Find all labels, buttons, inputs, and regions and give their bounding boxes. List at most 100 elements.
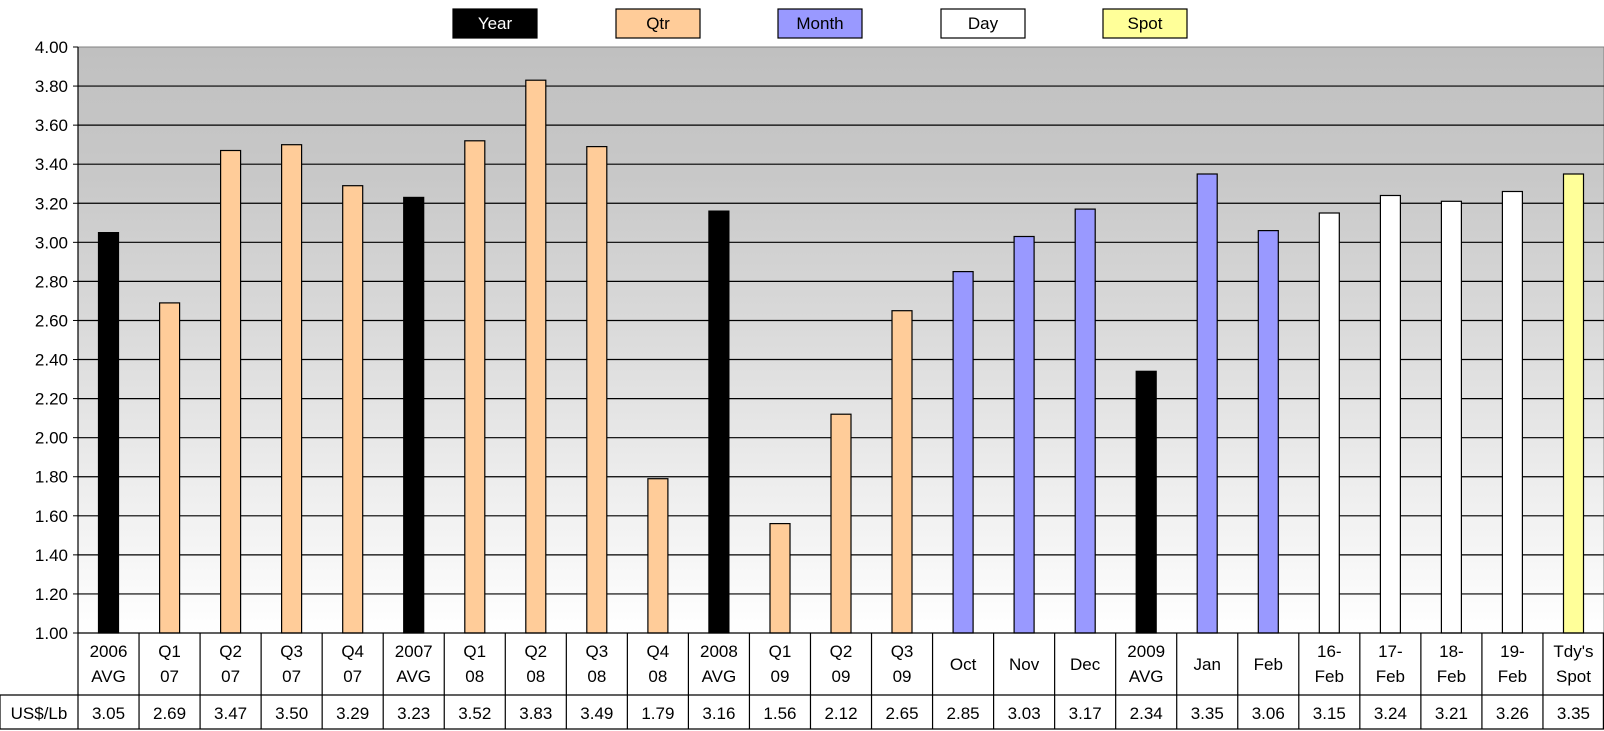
- y-axis: 1.00 1.20 1.40 1.60 1.80 2.00 2.20 2.40 2.60 2.80…: [35, 38, 79, 643]
- legend-label: Day: [968, 14, 999, 33]
- bar-23: [1501, 190, 1524, 634]
- data-label: 3.21: [1435, 704, 1468, 723]
- legend-label: Year: [478, 14, 513, 33]
- data-label: 1.79: [641, 704, 674, 723]
- y-tick-label: 1.20: [35, 585, 68, 604]
- x-category-label: Tdy's: [1553, 642, 1593, 661]
- x-category-label: Jan: [1194, 655, 1221, 674]
- x-category-label: 09: [893, 667, 912, 686]
- bar-20: [1318, 212, 1340, 634]
- legend-label: Spot: [1128, 14, 1163, 33]
- legend-item-year: Year: [452, 8, 538, 39]
- y-tick-label: 4.00: [35, 38, 68, 57]
- y-tick-label: 3.80: [35, 77, 68, 96]
- y-tick-label: 3.00: [35, 233, 68, 252]
- x-category-label: 2008: [700, 642, 738, 661]
- x-category-label: Q3: [280, 642, 303, 661]
- x-category-label: 2006: [90, 642, 128, 661]
- x-category-label: AVG: [702, 667, 737, 686]
- x-category-label: Feb: [1437, 667, 1466, 686]
- x-category-label: Q2: [830, 642, 853, 661]
- legend-item-qtr: Qtr: [615, 8, 701, 39]
- x-category-label: 18-: [1439, 642, 1464, 661]
- bar-14: [952, 271, 974, 634]
- x-category-label: 07: [282, 667, 301, 686]
- legend-label: Month: [796, 14, 843, 33]
- bar-16: [1074, 208, 1096, 634]
- x-category-label: Oct: [950, 655, 977, 674]
- data-label: 3.50: [275, 704, 308, 723]
- legend-swatch: [777, 8, 863, 39]
- bar-18: [1196, 173, 1218, 634]
- legend-swatch: [1102, 8, 1188, 39]
- data-label: 3.06: [1252, 704, 1285, 723]
- x-category-label: 09: [770, 667, 789, 686]
- data-label: 3.35: [1557, 704, 1590, 723]
- data-label: 2.65: [885, 704, 918, 723]
- x-category-label: Q4: [341, 642, 364, 661]
- data-label: 3.16: [702, 704, 735, 723]
- data-label: 3.17: [1069, 704, 1102, 723]
- bar-22: [1440, 200, 1463, 634]
- bar-24: [1562, 173, 1585, 634]
- y-tick-label: 2.80: [35, 272, 68, 291]
- bar-5: [403, 196, 425, 634]
- x-category-label: Feb: [1498, 667, 1527, 686]
- data-label: 2.34: [1130, 704, 1163, 723]
- bar-9: [647, 478, 669, 634]
- x-category-label: 16-: [1317, 642, 1342, 661]
- table-row-label: US$/Lb: [11, 704, 68, 723]
- bar-0: [97, 232, 120, 634]
- x-category-label: Dec: [1070, 655, 1101, 674]
- data-label: 2.12: [824, 704, 857, 723]
- y-tick-label: 1.40: [35, 546, 68, 565]
- bar-7: [525, 79, 547, 634]
- bar-2: [220, 149, 242, 634]
- x-category-label: Feb: [1254, 655, 1283, 674]
- x-category-label: 09: [832, 667, 851, 686]
- data-label: 3.29: [336, 704, 369, 723]
- x-category-label: Q3: [585, 642, 608, 661]
- legend-item-month: Month: [777, 8, 863, 39]
- bar-6: [464, 140, 486, 634]
- data-label: 3.03: [1008, 704, 1041, 723]
- x-category-label: 07: [221, 667, 240, 686]
- x-category-label: 2007: [395, 642, 433, 661]
- legend-swatch: [452, 8, 538, 39]
- data-label: 2.69: [153, 704, 186, 723]
- legend-item-day: Day: [940, 8, 1026, 39]
- bar-15: [1013, 235, 1035, 634]
- y-tick-label: 3.40: [35, 155, 68, 174]
- y-tick-label: 3.60: [35, 116, 68, 135]
- bar-8: [586, 146, 608, 634]
- x-category-label: 07: [343, 667, 362, 686]
- legend: Year Qtr Month Day Spot: [452, 8, 1188, 39]
- x-category-label: Q1: [769, 642, 792, 661]
- bar-11: [769, 522, 791, 634]
- y-tick-label: 3.20: [35, 194, 68, 213]
- data-table: 2006 AVG 3.05 Q1 07 2.69 Q2 07 3.47 Q3 07 3.50 Q4 07 3…: [0, 632, 1604, 730]
- x-category-label: Nov: [1009, 655, 1040, 674]
- x-category-label: Q1: [158, 642, 181, 661]
- y-tick-label: 1.60: [35, 507, 68, 526]
- bar-19: [1257, 230, 1279, 634]
- bar-12: [830, 413, 852, 634]
- data-label: 3.05: [92, 704, 125, 723]
- data-label: 3.24: [1374, 704, 1407, 723]
- legend-swatch: [615, 8, 701, 39]
- x-category-label: 2009: [1127, 642, 1165, 661]
- data-label: 1.56: [763, 704, 796, 723]
- x-category-label: 19-: [1500, 642, 1525, 661]
- y-tick-label: 1.00: [35, 624, 68, 643]
- data-label: 2.85: [947, 704, 980, 723]
- x-category-label: AVG: [396, 667, 431, 686]
- bar-1: [159, 302, 181, 634]
- x-category-label: Spot: [1556, 667, 1591, 686]
- bar-17: [1135, 370, 1157, 634]
- legend-swatch: [940, 8, 1026, 39]
- y-tick-label: 2.20: [35, 390, 68, 409]
- data-label: 3.26: [1496, 704, 1529, 723]
- data-label: 3.83: [519, 704, 552, 723]
- y-tick-label: 2.00: [35, 429, 68, 448]
- x-category-label: 08: [526, 667, 545, 686]
